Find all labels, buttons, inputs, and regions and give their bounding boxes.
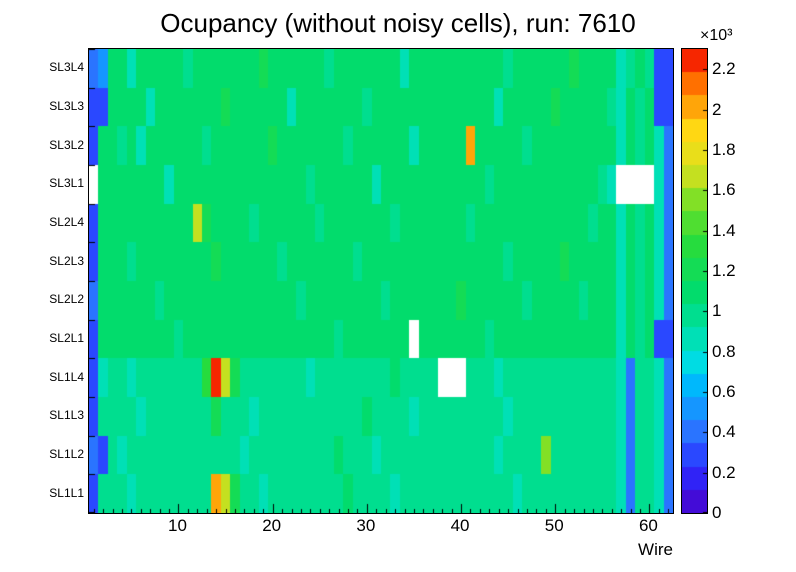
colorbar [681,48,708,514]
x-axis-tick-label-10: 10 [168,516,187,535]
x-axis-tick-label-60: 60 [638,516,658,535]
y-axis-label-sl2l2: SL2L2 [49,292,84,307]
colorbar-tick-label-1.4: 1.4 [712,220,736,240]
colorbar-tick-label-0.8: 0.8 [712,341,736,361]
y-axis-label-sl3l4: SL3L4 [49,60,84,75]
colorbar-tick-label-1.2: 1.2 [712,260,736,280]
y-axis-label-sl1l3: SL1L3 [49,408,84,423]
colorbar-tick-label-0.2: 0.2 [712,462,736,482]
x-axis-tick-label-50: 50 [544,516,564,535]
colorbar-exponent-label: ×10³ [700,27,733,44]
x-axis-tick-label-40: 40 [450,516,470,535]
x-axis-tick-label-20: 20 [262,516,282,535]
x-axis-tick-label-30: 30 [356,516,376,535]
y-axis-label-sl3l3: SL3L3 [49,99,84,113]
colorbar-tick-label-0.6: 0.6 [712,381,736,401]
colorbar-tick-label-0: 0 [712,503,722,522]
y-axis-label-sl1l4: SL1L4 [49,369,84,384]
colorbar-tick-label-1.8: 1.8 [712,139,736,159]
colorbar-tick-label-2: 2 [712,99,722,119]
heatmap-plot-area [88,48,674,514]
colorbar-tick-label-2.2: 2.2 [712,59,736,79]
y-axis-label-sl2l3: SL2L3 [49,253,84,268]
colorbar-tick-label-1: 1 [712,301,722,321]
colorbar-tick-label-0.4: 0.4 [712,422,736,442]
y-axis-label-sl1l1: SL1L1 [49,485,84,500]
y-axis-label-sl2l4: SL2L4 [49,215,84,229]
y-axis-label-sl3l2: SL3L2 [49,137,84,152]
y-axis-label-sl2l1: SL2L1 [49,331,84,345]
x-axis-title: Wire [638,540,673,559]
colorbar-tick-label-1.6: 1.6 [712,180,736,200]
y-axis-label-sl1l2: SL1L2 [49,447,84,461]
y-axis-label-sl3l1: SL3L1 [49,176,84,191]
plot-title: Ocupancy (without noisy cells), run: 761… [160,8,636,38]
